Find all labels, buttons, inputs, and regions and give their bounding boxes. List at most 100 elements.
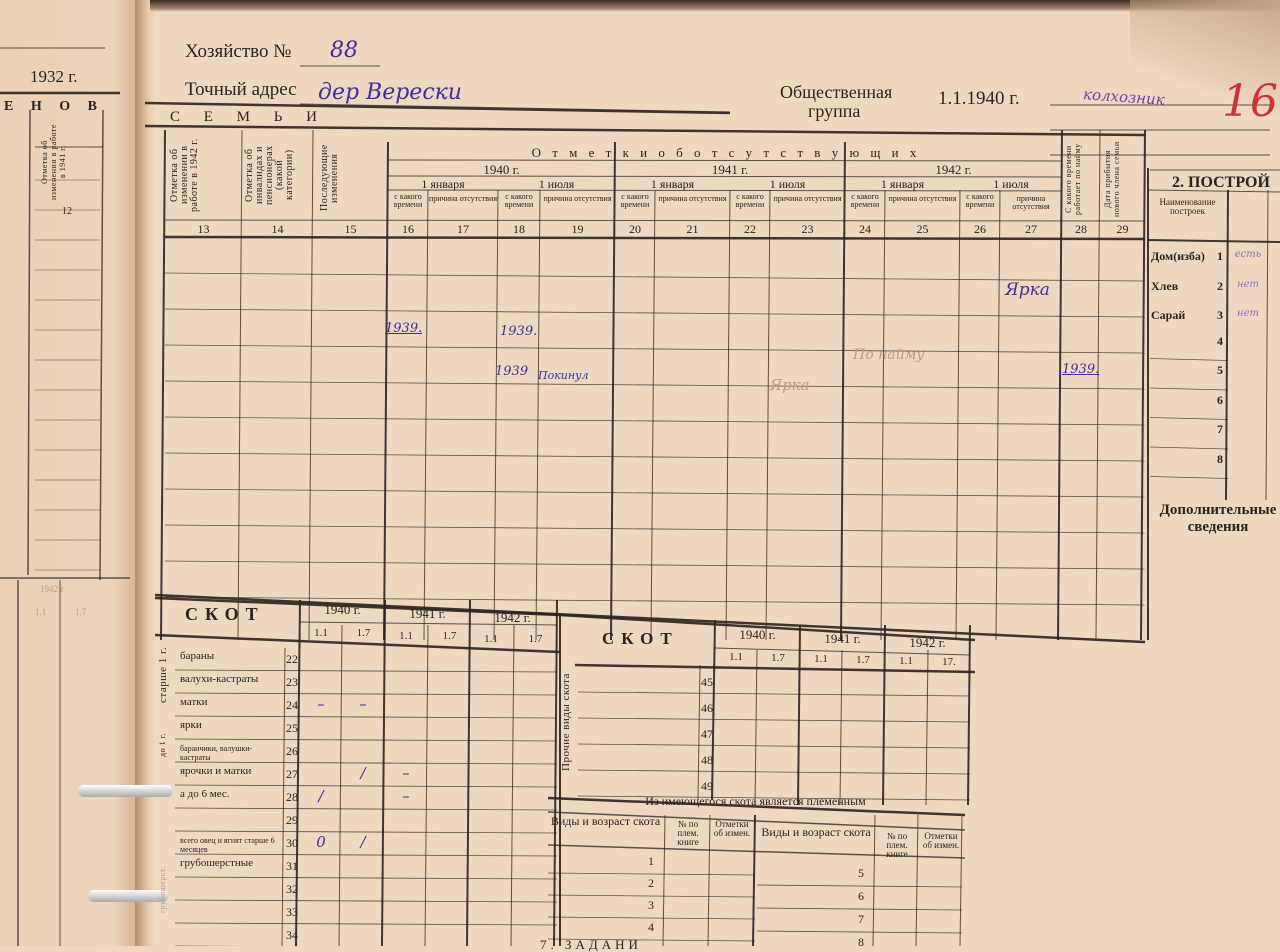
address-value: дер Верески (318, 80, 462, 105)
building-value: есть (1234, 249, 1262, 260)
families-column-line (880, 189, 886, 641)
extra-info-label: Дополнительные сведения (1159, 502, 1277, 535)
families-column-line (535, 189, 541, 641)
left-page-heading: Е Н О В (4, 99, 104, 114)
building-label: Дом(изба) (1151, 249, 1205, 263)
buildings-row-line (1149, 358, 1229, 361)
period-header: 1 января (650, 177, 695, 191)
livestock-column-line (510, 624, 515, 946)
grid-line (154, 633, 561, 654)
livestock-row-label: грубошерстные (180, 857, 254, 869)
livestock-value: / (318, 787, 324, 805)
buildings-row-line (1149, 417, 1229, 420)
livestock-period: 1.1 (484, 633, 498, 645)
livestock-row-label: бараны (180, 650, 215, 662)
column-number: 14 (271, 222, 284, 236)
livestock-row-line (174, 853, 558, 857)
grid-line (281, 647, 286, 946)
column-number: 19 (571, 222, 584, 236)
livestock-value: – (402, 787, 410, 805)
building-number: 7 (1217, 422, 1223, 436)
livestock-row-number: 30 (286, 836, 298, 850)
period-header: 1 июля (993, 177, 1029, 191)
building-number: 1 (1217, 249, 1223, 263)
families-row-line (164, 596, 1146, 606)
building-number: 8 (1217, 451, 1223, 466)
left-page-column-number: 12 (62, 206, 72, 217)
grid-line (714, 647, 971, 656)
buildings-row-line (1149, 476, 1229, 479)
building-number: 2 (1217, 278, 1223, 293)
livestock-row-line (174, 692, 558, 696)
livestock-row-line (174, 899, 558, 903)
livestock-row-line (577, 769, 971, 775)
livestock-period: 1.1 (899, 655, 913, 667)
grid-line (559, 613, 976, 642)
column-number: 20 (629, 222, 641, 236)
red-mark: 16 (1222, 76, 1278, 127)
breeding-row-number: 7 (858, 912, 864, 926)
grid-line (299, 621, 558, 626)
buildings-title: 2. ПОСТРОЙ (1172, 174, 1270, 191)
building-value: нет (1237, 278, 1259, 290)
reason-header: причина отсутствия (543, 194, 612, 203)
livestock-row-number: 49 (701, 779, 713, 793)
scan-corner-shadow (1130, 0, 1280, 150)
families-column-line (995, 189, 1001, 641)
period-header: 1 июля (538, 177, 575, 191)
families-column-line (765, 189, 771, 641)
scan-top-shadow (150, 0, 1280, 12)
livestock-row-number: 24 (286, 698, 298, 712)
breeding-row-number: 1 (648, 854, 654, 868)
livestock-year: 1941 г. (824, 631, 861, 646)
grid-line (164, 219, 1146, 222)
entry-col19: Покинул (538, 369, 589, 382)
livestock-row-line (174, 807, 558, 811)
col15-header: Последующие изменения (319, 144, 340, 212)
reason-header: причина отсутствия (429, 194, 498, 203)
buildings-row-line (1149, 446, 1229, 450)
col14-header: Отметка об инвалидах и пенсионерах (како… (244, 145, 295, 205)
livestock-row-label: матки (180, 696, 208, 708)
families-column-line (650, 189, 656, 641)
grid-line (697, 664, 701, 801)
breeding-row-line (756, 884, 963, 888)
left-page-period: 1.1 (35, 607, 47, 617)
breeding-row-line (547, 938, 756, 942)
livestock-row-label: ярочки и матки (180, 765, 252, 777)
buildings-col-name: Наименование построек (1159, 197, 1216, 216)
year-1941: 1941 г. (711, 162, 749, 177)
livestock-value: – (359, 695, 367, 713)
livestock-row-number: 26 (286, 744, 298, 758)
livestock-column-line (424, 624, 429, 946)
livestock-period: 1.7 (528, 633, 543, 645)
livestock-column-line (381, 599, 386, 946)
livestock-row-number: 48 (701, 753, 713, 767)
livestock-row-line (577, 691, 971, 697)
breeding-row-line (547, 872, 756, 876)
livestock-year: 1940 г. (739, 627, 776, 642)
breeding-row-number: 4 (648, 920, 654, 934)
livestock-row-number: 34 (286, 928, 298, 942)
since-header: с какого времени (735, 192, 765, 209)
grid-line (1147, 189, 1280, 193)
families-column-line (383, 141, 389, 641)
livestock-row-number: 47 (701, 727, 713, 741)
breeding-row-number: 5 (858, 866, 864, 880)
column-number: 15 (344, 222, 357, 236)
entry-col16: 1939. (385, 321, 423, 336)
families-row-line (164, 524, 1146, 534)
livestock-row-line (174, 738, 558, 742)
grid-line (154, 596, 561, 617)
livestock-row-line (577, 717, 971, 723)
column-number: 21 (686, 222, 699, 236)
livestock-row-number: 23 (286, 675, 298, 689)
group-date: 1.1.1940 г. (938, 88, 1020, 109)
livestock-row-line (174, 830, 558, 834)
families-column-line (160, 129, 166, 641)
livestock-year: 1942 г. (494, 610, 531, 625)
families-row-line (164, 452, 1146, 462)
grid-line (27, 109, 31, 576)
livestock-period: 1.7 (442, 630, 457, 642)
livestock-period: 17. (942, 656, 956, 668)
